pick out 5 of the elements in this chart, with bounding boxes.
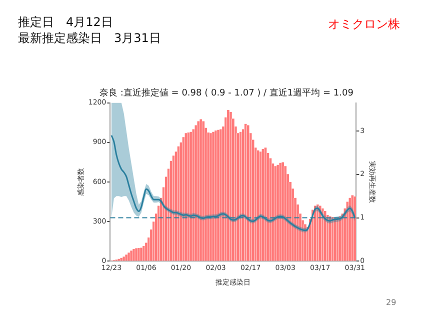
text: 推定日 4月12日 (18, 14, 113, 31)
text: 29 (386, 298, 396, 307)
text: 最新推定感染日 3月31日 (18, 30, 161, 47)
chart-title: 奈良 :直近推定値 = 0.98 ( 0.9 - 1.07 ) / 直近1週平均 = 1.09 (100, 88, 354, 99)
text: オミクロン株 (328, 16, 400, 33)
